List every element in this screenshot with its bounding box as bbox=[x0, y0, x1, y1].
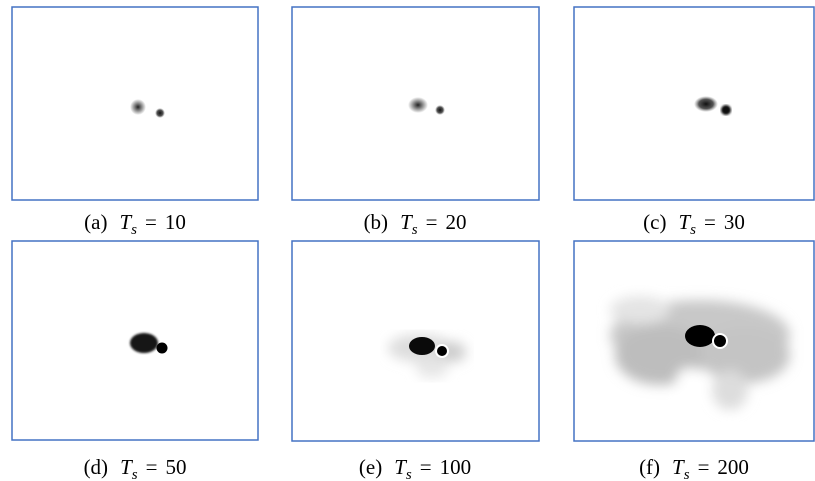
relation: = bbox=[698, 455, 710, 479]
subscript: s bbox=[690, 222, 696, 238]
blob bbox=[409, 337, 435, 355]
subscript: s bbox=[131, 222, 137, 238]
subscript: s bbox=[412, 222, 418, 238]
panel-caption: (a)Ts=10 bbox=[84, 210, 186, 238]
panel-frame bbox=[574, 7, 814, 200]
subscript: s bbox=[132, 467, 138, 481]
panel-caption: (b)Ts=20 bbox=[364, 210, 467, 238]
relation: = bbox=[426, 210, 438, 234]
page: (a)Ts=10(b)Ts=20(c)Ts=30(d)Ts=50(e)Ts=10… bbox=[0, 0, 815, 481]
panel-value: 100 bbox=[440, 455, 472, 479]
blob bbox=[694, 96, 718, 112]
subscript: s bbox=[684, 467, 690, 481]
panel-tag: (e) bbox=[359, 455, 382, 479]
blob bbox=[721, 105, 731, 115]
panel-value: 10 bbox=[165, 210, 186, 234]
blob bbox=[408, 97, 428, 113]
panel-tag: (c) bbox=[643, 210, 666, 234]
panel-tag: (f) bbox=[639, 455, 660, 479]
panel-tag: (d) bbox=[84, 455, 109, 479]
panel-value: 50 bbox=[165, 455, 186, 479]
subscript: s bbox=[406, 467, 412, 481]
blob bbox=[437, 346, 447, 356]
blob bbox=[130, 99, 146, 115]
panel-value: 20 bbox=[445, 210, 466, 234]
figure: (a)Ts=10(b)Ts=20(c)Ts=30(d)Ts=50(e)Ts=10… bbox=[0, 0, 815, 481]
panel-tag: (a) bbox=[84, 210, 107, 234]
relation: = bbox=[146, 455, 158, 479]
blob bbox=[435, 105, 445, 115]
blob bbox=[157, 343, 168, 354]
panel-caption: (c)Ts=30 bbox=[643, 210, 745, 238]
relation: = bbox=[420, 455, 432, 479]
blob bbox=[714, 335, 726, 347]
panel-caption: (e)Ts=100 bbox=[359, 455, 471, 481]
panel-caption: (f)Ts=200 bbox=[639, 455, 749, 481]
relation: = bbox=[145, 210, 157, 234]
relation: = bbox=[704, 210, 716, 234]
panel-value: 30 bbox=[724, 210, 745, 234]
blob bbox=[685, 325, 715, 347]
panel-caption: (d)Ts=50 bbox=[84, 455, 187, 481]
blob bbox=[130, 333, 158, 353]
panel-tag: (b) bbox=[364, 210, 389, 234]
panel-value: 200 bbox=[717, 455, 749, 479]
blob bbox=[155, 108, 165, 118]
